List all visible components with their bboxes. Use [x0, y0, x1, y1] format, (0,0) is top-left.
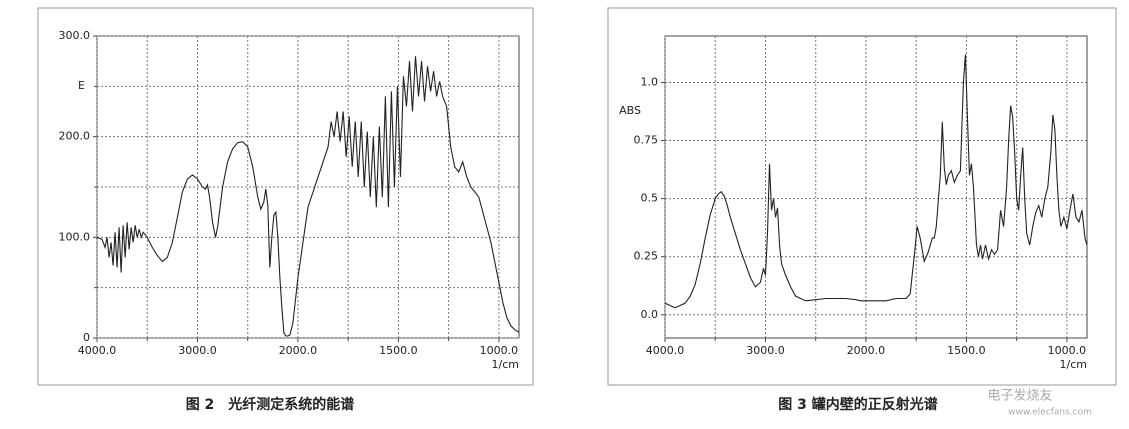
x-tick-label: 2000.0 — [847, 344, 886, 357]
panel-frame — [607, 7, 1117, 386]
y-tick-label: 0.5 — [641, 192, 659, 205]
spectrum-line — [664, 54, 1088, 309]
y-tick-label: 1.0 — [641, 75, 659, 88]
x-tick-label: 1500.0 — [947, 344, 986, 357]
x-tick-label: 4000.0 — [646, 344, 685, 357]
x-tick-label: 1000.0 — [480, 344, 519, 357]
x-axis-label: 1/cm — [492, 358, 519, 371]
watermark-name: 电子发烧友 — [987, 388, 1052, 404]
y-tick-label: 0 — [83, 331, 90, 344]
watermark-url: www.elecfans.com — [1008, 408, 1092, 418]
plot-frame — [664, 35, 1088, 339]
x-tick-label: 3000.0 — [746, 344, 785, 357]
x-axis-label: 1/cm — [1060, 358, 1087, 371]
panel-frame — [37, 7, 534, 386]
caption: 图 3 罐内壁的正反射光谱 — [778, 396, 938, 413]
y-tick-label: 0.25 — [634, 250, 659, 263]
x-tick-label: 2000.0 — [279, 344, 318, 357]
caption: 图 2 光纤测定系统的能谱 — [186, 396, 355, 413]
y-axis-label: ABS — [619, 104, 641, 117]
plot-frame — [96, 35, 520, 339]
x-tick-label: 1000.0 — [1048, 344, 1087, 357]
x-tick-label: 4000.0 — [78, 344, 117, 357]
y-tick-label: 0.75 — [634, 134, 659, 147]
y-tick-label: 0.0 — [641, 308, 659, 321]
y-tick-label: 100.0 — [59, 230, 91, 243]
y-axis-label: E — [78, 79, 85, 92]
x-tick-label: 3000.0 — [178, 344, 217, 357]
x-tick-label: 1500.0 — [379, 344, 418, 357]
spectrum-line — [96, 56, 520, 337]
y-tick-label: 200.0 — [59, 130, 91, 143]
y-tick-label: 300.0 — [59, 29, 91, 42]
